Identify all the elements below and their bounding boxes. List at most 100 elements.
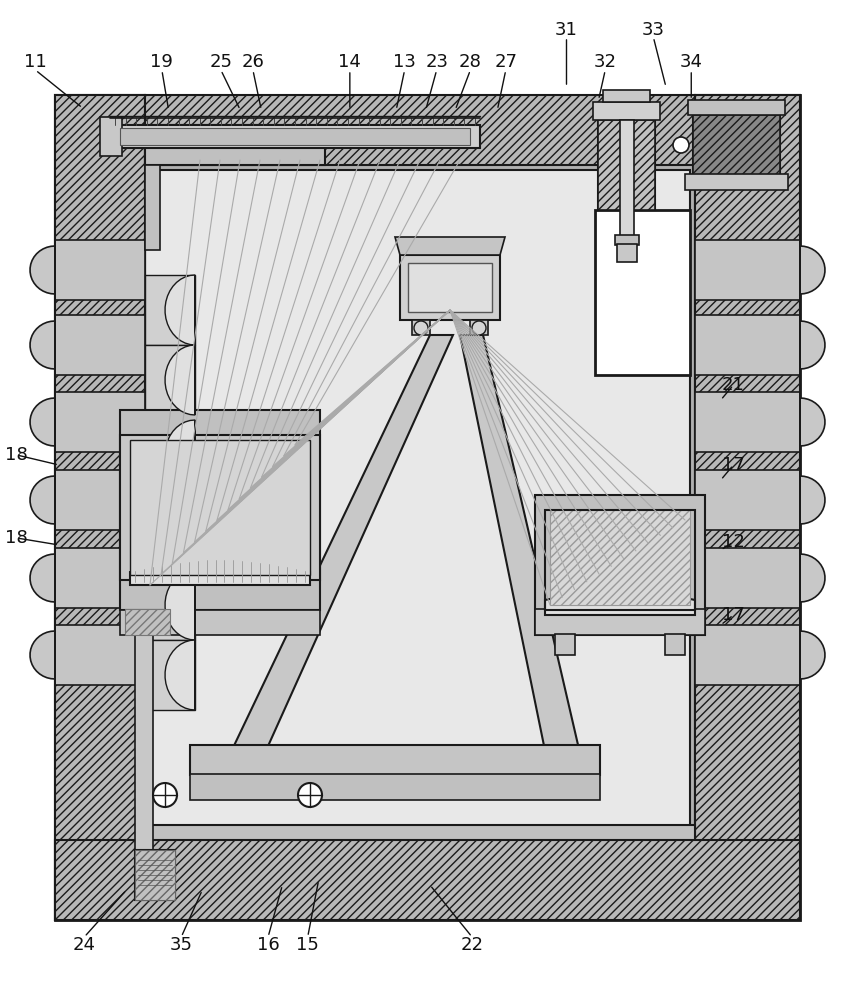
Polygon shape xyxy=(695,95,800,920)
Polygon shape xyxy=(30,548,55,608)
Bar xyxy=(190,774,600,800)
Bar xyxy=(685,174,788,190)
Polygon shape xyxy=(55,240,145,300)
Text: 18: 18 xyxy=(6,446,28,464)
Text: 32: 32 xyxy=(593,53,617,71)
Bar xyxy=(695,95,800,920)
Polygon shape xyxy=(55,548,145,608)
Polygon shape xyxy=(800,625,825,685)
Bar xyxy=(110,125,480,148)
Bar xyxy=(100,117,122,156)
Polygon shape xyxy=(30,625,55,685)
Text: 35: 35 xyxy=(169,936,193,954)
Circle shape xyxy=(673,137,689,153)
Polygon shape xyxy=(55,95,145,920)
Bar xyxy=(545,510,695,610)
Text: 15: 15 xyxy=(296,936,319,954)
Bar xyxy=(665,634,685,655)
Bar xyxy=(55,840,800,920)
Bar xyxy=(603,90,650,102)
Bar xyxy=(125,609,170,635)
Bar xyxy=(120,128,470,145)
Polygon shape xyxy=(800,240,825,300)
Bar xyxy=(400,255,500,320)
Polygon shape xyxy=(460,335,585,775)
Bar xyxy=(145,825,695,870)
Polygon shape xyxy=(470,320,488,335)
Polygon shape xyxy=(55,392,145,452)
Bar xyxy=(595,210,690,375)
Bar xyxy=(120,435,320,580)
Polygon shape xyxy=(695,548,800,608)
Bar xyxy=(120,410,320,610)
Bar xyxy=(145,170,690,860)
Polygon shape xyxy=(695,392,800,452)
Bar xyxy=(190,745,600,775)
Text: 12: 12 xyxy=(722,533,745,551)
Bar xyxy=(145,125,325,165)
Polygon shape xyxy=(30,470,55,530)
Bar xyxy=(535,495,705,635)
Text: 26: 26 xyxy=(241,53,265,71)
Text: 34: 34 xyxy=(679,53,703,71)
Text: 33: 33 xyxy=(642,21,665,39)
Polygon shape xyxy=(220,335,453,775)
Polygon shape xyxy=(145,420,195,490)
Polygon shape xyxy=(55,315,145,375)
Bar xyxy=(555,634,575,655)
Polygon shape xyxy=(165,345,195,415)
Text: 14: 14 xyxy=(338,53,362,71)
Text: 25: 25 xyxy=(209,53,233,71)
Polygon shape xyxy=(412,320,430,335)
Bar xyxy=(620,120,634,240)
Polygon shape xyxy=(695,470,800,530)
Bar xyxy=(135,850,175,900)
Bar xyxy=(135,850,175,900)
Text: 31: 31 xyxy=(555,21,578,39)
Text: 27: 27 xyxy=(494,53,518,71)
Bar xyxy=(408,263,492,312)
Text: 17: 17 xyxy=(722,606,745,624)
Polygon shape xyxy=(130,560,310,585)
Polygon shape xyxy=(165,275,195,345)
Circle shape xyxy=(298,783,322,807)
Bar xyxy=(593,102,660,120)
Polygon shape xyxy=(545,590,695,615)
Bar xyxy=(693,115,780,175)
Polygon shape xyxy=(165,420,195,490)
Polygon shape xyxy=(800,392,825,452)
Bar xyxy=(617,244,637,262)
Polygon shape xyxy=(30,240,55,300)
Polygon shape xyxy=(145,640,195,710)
Polygon shape xyxy=(695,240,800,300)
Bar xyxy=(55,95,145,920)
Text: 11: 11 xyxy=(24,53,46,71)
Bar xyxy=(145,95,695,165)
Polygon shape xyxy=(30,315,55,375)
Text: 13: 13 xyxy=(393,53,416,71)
Polygon shape xyxy=(800,315,825,375)
Polygon shape xyxy=(165,495,195,565)
Polygon shape xyxy=(695,625,800,685)
Text: 28: 28 xyxy=(459,53,482,71)
Text: 24: 24 xyxy=(72,936,96,954)
Polygon shape xyxy=(55,625,145,685)
Polygon shape xyxy=(145,570,195,640)
Polygon shape xyxy=(145,495,195,565)
Polygon shape xyxy=(695,315,800,375)
Bar xyxy=(55,95,800,920)
Polygon shape xyxy=(395,237,505,255)
Text: 21: 21 xyxy=(722,376,745,394)
Text: 23: 23 xyxy=(425,53,448,71)
Bar xyxy=(135,635,153,865)
Circle shape xyxy=(153,783,177,807)
Polygon shape xyxy=(30,392,55,452)
Bar xyxy=(535,609,705,635)
Text: 19: 19 xyxy=(150,53,174,71)
Bar xyxy=(693,115,780,175)
Bar xyxy=(130,440,310,575)
Circle shape xyxy=(414,321,428,335)
Bar xyxy=(598,120,655,210)
Bar xyxy=(550,510,690,605)
Text: 22: 22 xyxy=(460,936,484,954)
